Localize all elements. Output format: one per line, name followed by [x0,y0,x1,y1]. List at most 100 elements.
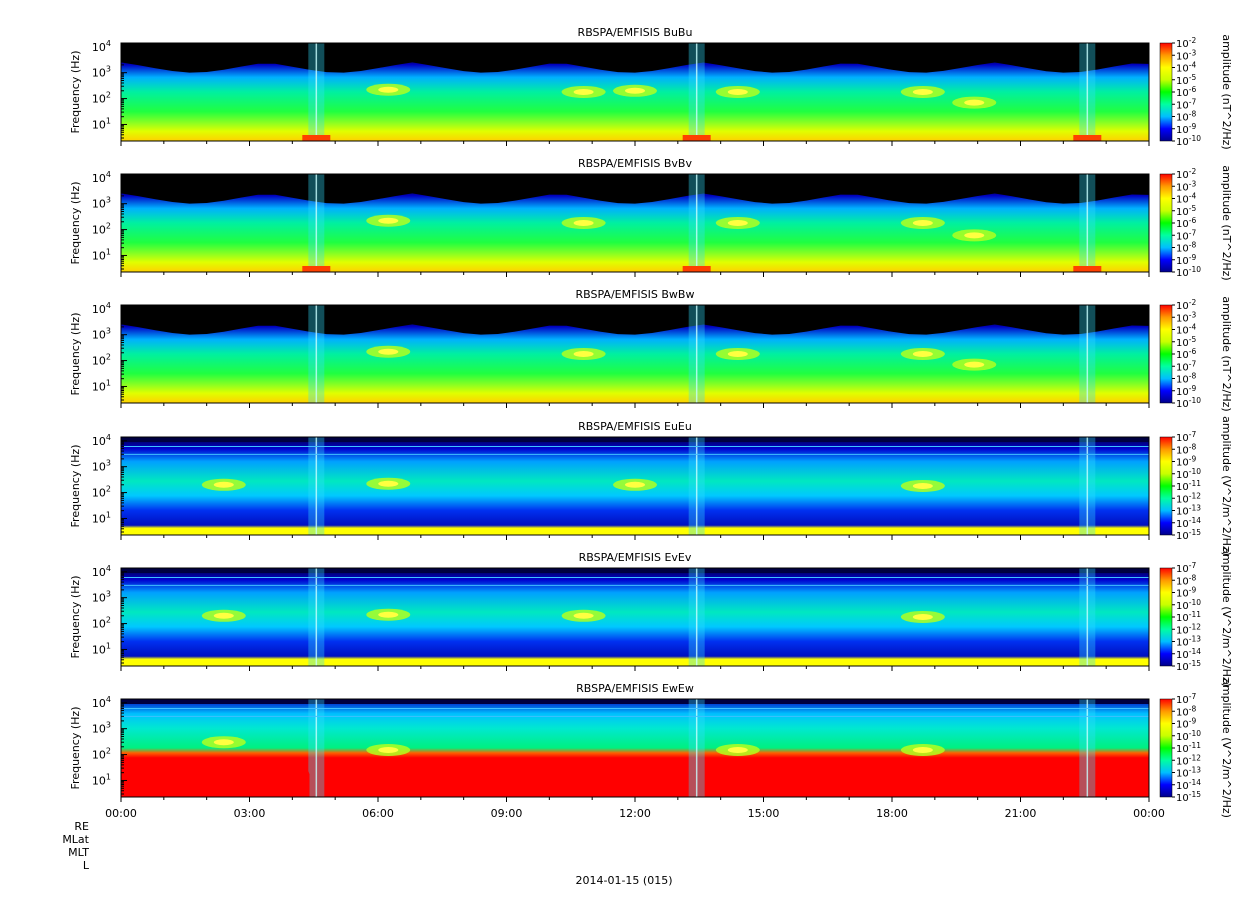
no-data-band [121,305,1149,335]
colorbar-tick-label: 10-8 [1176,110,1196,124]
y-tick-label: 102 [92,222,111,237]
harmonic-arch [883,768,893,797]
harmonic-arch [1063,768,1072,797]
y-tick-label: 101 [92,510,111,525]
harmonic-arch [823,768,833,797]
low-freq-peak [1073,266,1102,272]
harmonic-arch [600,768,610,797]
colorbar-tick-label: 10-3 [1176,179,1196,193]
colorbar-label: amplitude (V^2/m^2/Hz) [1220,678,1233,818]
colorbar-label: amplitude (V^2/m^2/Hz) [1220,416,1233,556]
colorbar-tick-label: 10-7 [1176,430,1196,444]
colorbar-tick-label: 10-14 [1176,778,1201,792]
harmonic-arch [360,768,370,797]
harmonic-arch [532,768,541,797]
harmonic-arch [1029,768,1038,797]
x-tick-label: 00:00 [1133,807,1165,820]
colorbar-tick-label: 10-12 [1176,491,1201,505]
chorus-core [378,348,399,355]
no-data-band [121,43,1149,73]
y-tick-label: 104 [92,39,111,54]
colorbar-tick-label: 10-8 [1176,573,1196,587]
harmonic-arch [215,768,224,797]
y-tick-label: 101 [92,116,111,131]
colorbar-tick-label: 10-7 [1176,97,1196,111]
colorbar-tick-label: 10-15 [1176,528,1201,542]
harmonic-arch [240,768,250,797]
harmonic-arch [121,768,130,797]
colorbar-tick-label: 10-10 [1176,467,1201,481]
colorbar-label: amplitude (V^2/m^2/Hz) [1220,547,1233,687]
harmonic-arch [180,768,190,797]
harmonic-arch [626,768,636,797]
colorbar-tick-label: 10-10 [1176,134,1201,148]
harmonic-arch [446,768,456,797]
y-tick-label: 102 [92,616,111,631]
harmonic-arch [1106,768,1115,797]
harmonic-arch [266,768,276,797]
harmonic-arch [832,768,841,797]
harmonic-arch [874,768,884,797]
harmonic-arch [386,768,396,797]
harmonic-arch [395,768,404,797]
chorus-core [912,219,933,226]
panel-title: RBSPA/EMFISIS EwEw [576,682,694,695]
y-tick-label: 103 [92,590,111,605]
harmonic-arch [1140,768,1149,797]
chorus-core [573,88,594,95]
x-tick-label: 21:00 [1005,807,1037,820]
harmonic-arch [986,768,995,797]
chorus-core [964,361,985,368]
harmonic-arch [660,768,670,797]
colorbar [1159,173,1173,273]
chorus-core [378,86,399,93]
harmonic-arch [994,768,1004,797]
y-tick-label: 103 [92,721,111,736]
colorbar-tick-label: 10-8 [1176,241,1196,255]
colorbar-tick-label: 10-6 [1176,85,1196,99]
colorbar-tick-label: 10-11 [1176,741,1201,755]
chorus-core [912,747,933,754]
colorbar-tick-label: 10-11 [1176,610,1201,624]
harmonic-arch [592,768,601,797]
x-tick-label: 15:00 [748,807,780,820]
harmonic-arch [909,768,918,797]
harmonic-arch [763,768,773,797]
harmonic-arch [258,768,267,797]
harmonic-arch [866,768,875,797]
colorbar-tick-label: 10-10 [1176,396,1201,410]
harmonic-arch [729,768,738,797]
date-label: 2014-01-15 (015) [575,874,673,887]
harmonic-arch [206,768,216,797]
chorus-core [378,217,399,224]
harmonic-arch [960,768,970,797]
x-tick-label: 09:00 [491,807,523,820]
panel-4: RBSPA/EMFISIS EuEu Frequency (Hz) 101 102 10… [69,416,1233,556]
harmonic-arch [737,768,747,797]
harmonic-arch [1123,768,1132,797]
low-freq-peak [302,135,331,141]
harmonic-arch [189,768,199,797]
no-data-band [121,568,1149,573]
harmonic-arch [352,768,361,797]
harmonic-arch [943,768,952,797]
panel-1: RBSPA/EMFISIS BuBu Frequency (Hz) 101 102 10… [69,26,1233,150]
y-tick-label: 102 [92,353,111,368]
harmonic-arch [155,768,164,797]
colorbar-tick-label: 10-3 [1176,48,1196,62]
colorbar-tick-label: 10-15 [1176,790,1201,804]
harmonic-arch [472,768,481,797]
colorbar-tick-label: 10-10 [1176,598,1201,612]
harmonic-arch [900,768,910,797]
harmonic-arch [369,768,379,797]
y-tick-label: 104 [92,433,111,448]
harmonic-arch [635,768,644,797]
harmonic-arch [172,768,181,797]
panel-title: RBSPA/EMFISIS EuEu [578,420,692,433]
harmonic-arch [1037,768,1047,797]
harmonic-arch [249,768,259,797]
harmonic-arch [969,768,978,797]
colorbar-tick-label: 10-7 [1176,359,1196,373]
harmonic-arch [1020,768,1030,797]
